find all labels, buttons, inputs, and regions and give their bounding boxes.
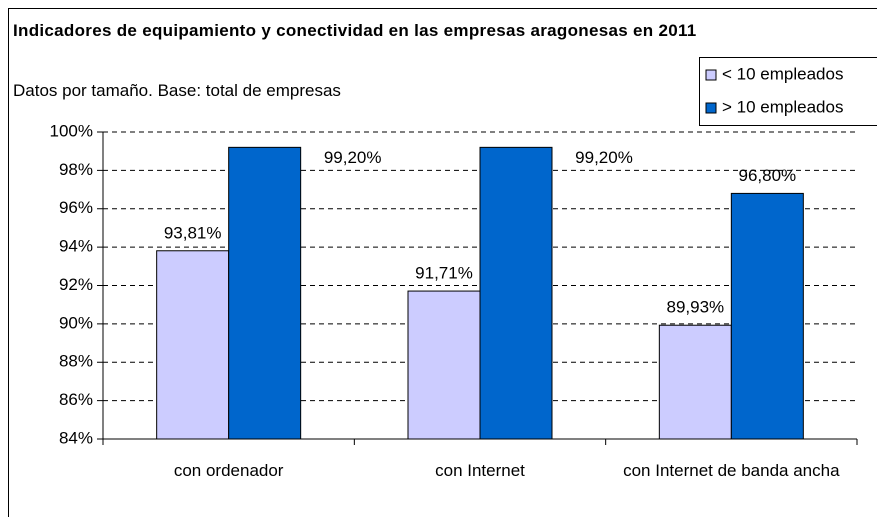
y-tick-label: 98% [59, 160, 93, 179]
y-tick-label: 86% [59, 390, 93, 409]
legend-swatch [705, 69, 717, 81]
x-tick-label: con ordenador [173, 461, 284, 480]
legend-swatch [705, 102, 717, 114]
chart-frame [8, 8, 877, 517]
y-tick-label: 92% [59, 275, 93, 294]
y-tick-label: 90% [59, 313, 93, 332]
bar [730, 192, 804, 440]
value-label: 99,20% [324, 148, 382, 167]
value-label: 93,81% [164, 223, 222, 242]
bar [407, 290, 481, 440]
y-tick-label: 100% [50, 121, 93, 140]
bar [156, 250, 230, 440]
value-label: 89,93% [666, 298, 724, 317]
y-tick-label: 96% [59, 198, 93, 217]
value-label: 99,20% [575, 148, 633, 167]
bar [228, 146, 302, 440]
chart-title: Indicadores de equipamiento y conectivid… [13, 21, 697, 40]
x-tick-label: con Internet [435, 461, 525, 480]
y-tick-label: 94% [59, 237, 93, 256]
legend-label: > 10 empleados [722, 97, 843, 116]
x-tick-label: con Internet de banda ancha [623, 461, 840, 480]
chart-subtitle: Datos por tamaño. Base: total de empresa… [13, 81, 341, 100]
bar [658, 324, 732, 440]
bar [479, 146, 553, 440]
value-label: 91,71% [415, 264, 473, 283]
y-tick-label: 84% [59, 428, 93, 447]
value-label: 96,80% [738, 166, 796, 185]
legend-box [699, 57, 877, 126]
legend-label: < 10 empleados [722, 64, 843, 83]
y-tick-label: 88% [59, 352, 93, 371]
